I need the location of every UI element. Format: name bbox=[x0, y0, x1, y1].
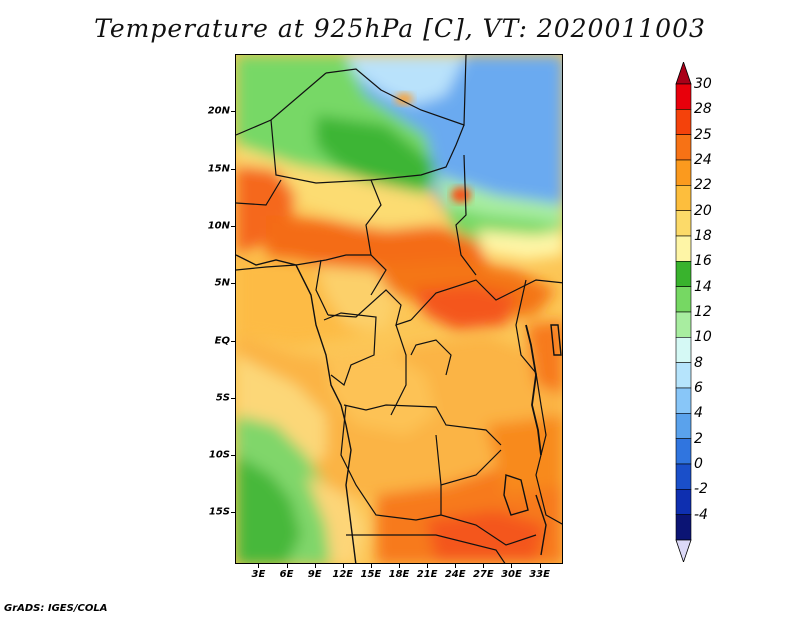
colorbar-box bbox=[675, 387, 692, 414]
lon-label: 9E bbox=[307, 569, 322, 580]
colorbar-box bbox=[675, 134, 692, 161]
colorbar-label: 8 bbox=[694, 354, 703, 371]
colorbar-box bbox=[675, 210, 692, 237]
colorbar-box bbox=[675, 463, 692, 490]
lon-tick bbox=[399, 564, 400, 568]
colorbar-box bbox=[675, 514, 692, 541]
colorbar-label: 28 bbox=[694, 101, 712, 118]
lon-label: 27E bbox=[472, 569, 494, 580]
lat-tick bbox=[231, 397, 235, 399]
colorbar-top-arrow bbox=[675, 62, 692, 85]
lon-label: 21E bbox=[416, 569, 438, 580]
colorbar-label: 18 bbox=[694, 228, 712, 244]
lon-label: 24E bbox=[444, 569, 466, 580]
colorbar-box bbox=[675, 489, 692, 515]
lat-label: EQ bbox=[214, 335, 230, 347]
colorbar-label: 2 bbox=[694, 430, 703, 447]
lon-tick bbox=[511, 564, 513, 568]
lon-tick bbox=[342, 564, 344, 568]
lat-label: 15N bbox=[207, 163, 230, 175]
lat-tick bbox=[231, 283, 235, 285]
colorbar-bottom-arrow bbox=[675, 539, 692, 562]
lon-label: 6E bbox=[279, 569, 294, 580]
colorbar-label: 20 bbox=[694, 202, 712, 219]
lat-tick bbox=[231, 111, 235, 113]
lon-label: 3E bbox=[251, 569, 266, 580]
map-title: Temperature at 925hPa [C], VT: 202001100… bbox=[94, 14, 706, 43]
colorbar-label: 25 bbox=[694, 126, 712, 143]
lat-tick bbox=[231, 340, 235, 342]
colorbar-label: 10 bbox=[694, 329, 712, 346]
lat-label: 5N bbox=[214, 277, 230, 289]
lon-tick bbox=[258, 564, 260, 568]
colorbar-box bbox=[675, 261, 692, 287]
colorbar bbox=[675, 62, 692, 562]
lat-label: 20N bbox=[207, 105, 230, 117]
colorbar-box bbox=[675, 83, 692, 110]
lon-tick bbox=[286, 564, 288, 568]
colorbar-label: 22 bbox=[694, 177, 712, 194]
colorbar-label: -4 bbox=[694, 506, 708, 523]
lon-tick bbox=[455, 564, 457, 568]
lat-label: 15S bbox=[208, 506, 230, 518]
colorbar-label: -2 bbox=[694, 481, 708, 498]
lat-tick bbox=[231, 225, 235, 227]
lat-tick bbox=[231, 512, 235, 514]
lat-tick bbox=[231, 168, 235, 170]
lat-label: 5S bbox=[215, 392, 230, 404]
colorbar-label: 24 bbox=[694, 152, 712, 168]
temperature-field bbox=[236, 55, 562, 563]
colorbar-box bbox=[675, 235, 692, 262]
colorbar-label: 0 bbox=[694, 456, 703, 472]
temperature-map[interactable] bbox=[235, 54, 563, 564]
colorbar-box bbox=[675, 362, 692, 389]
lon-tick bbox=[427, 564, 429, 568]
colorbar-box bbox=[675, 438, 692, 465]
grads-credit: GrADS: IGES/COLA bbox=[4, 603, 108, 614]
colorbar-label: 30 bbox=[694, 76, 712, 92]
country-borders bbox=[236, 55, 562, 563]
lon-tick bbox=[370, 564, 372, 568]
lat-label: 10N bbox=[207, 220, 230, 232]
hot-spot-chad bbox=[451, 187, 471, 203]
lon-label: 30E bbox=[501, 569, 522, 580]
colorbar-label: 14 bbox=[694, 278, 712, 295]
lon-tick bbox=[483, 564, 485, 568]
colorbar-box bbox=[675, 413, 692, 439]
lon-tick bbox=[314, 564, 316, 568]
colorbar-box bbox=[675, 337, 692, 363]
colorbar-label: 6 bbox=[694, 380, 703, 396]
colorbar-box bbox=[675, 159, 692, 186]
lon-label: 15E bbox=[360, 569, 382, 580]
colorbar-label: 12 bbox=[694, 304, 712, 320]
lon-label: 33E bbox=[529, 569, 550, 580]
colorbar-label: 16 bbox=[694, 253, 712, 270]
colorbar-box bbox=[675, 286, 692, 313]
lat-label: 10S bbox=[208, 449, 230, 461]
coastlines bbox=[236, 254, 562, 563]
lon-label: 18E bbox=[388, 569, 410, 580]
lon-tick bbox=[539, 564, 541, 568]
lon-label: 12E bbox=[332, 569, 354, 580]
colorbar-box bbox=[675, 185, 692, 211]
warm-spot-tibesti bbox=[395, 93, 413, 105]
lat-tick bbox=[231, 455, 235, 457]
colorbar-box bbox=[675, 109, 692, 135]
colorbar-box bbox=[675, 311, 692, 338]
colorbar-label: 4 bbox=[694, 405, 703, 422]
